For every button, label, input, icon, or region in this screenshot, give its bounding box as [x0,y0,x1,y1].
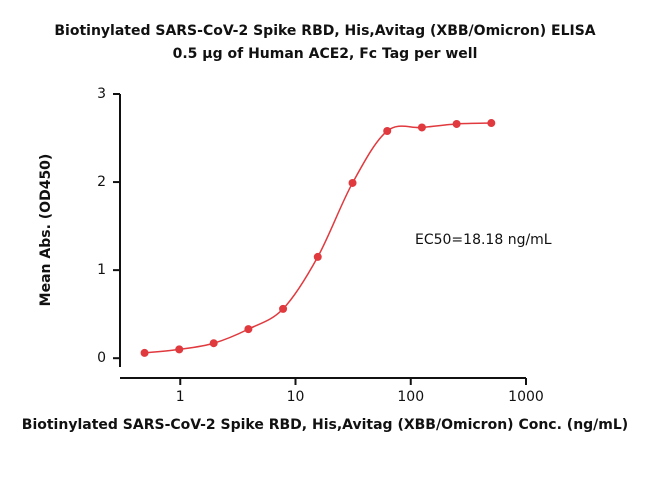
data-point [313,252,322,261]
data-point [209,339,218,348]
y-tick-label: 0 [97,350,106,366]
x-axis-label: Biotinylated SARS-CoV-2 Spike RBD, His,A… [22,417,628,433]
x-tick-label: 1 [176,389,185,405]
data-point [279,304,288,313]
chart-title: Biotinylated SARS-CoV-2 Spike RBD, His,A… [54,23,595,39]
data-point [417,123,426,132]
data-point [244,325,253,334]
data-point [452,119,461,128]
data-point [383,126,392,135]
x-tick-label: 10 [287,389,305,405]
data-point [487,119,496,128]
annotation: EC50=18.18 ng/mL [415,232,552,248]
x-tick-label: 100 [397,389,424,405]
chart-subtitle: 0.5 μg of Human ACE2, Fc Tag per well [173,46,478,62]
data-point [175,345,184,354]
y-tick-label: 2 [97,174,106,190]
y-tick-label: 1 [97,262,106,278]
x-tick-label: 1000 [508,389,544,405]
data-point [348,178,357,187]
data-point [140,348,149,357]
y-axis-label: Mean Abs. (OD450) [38,154,54,307]
y-tick-label: 3 [97,86,106,102]
